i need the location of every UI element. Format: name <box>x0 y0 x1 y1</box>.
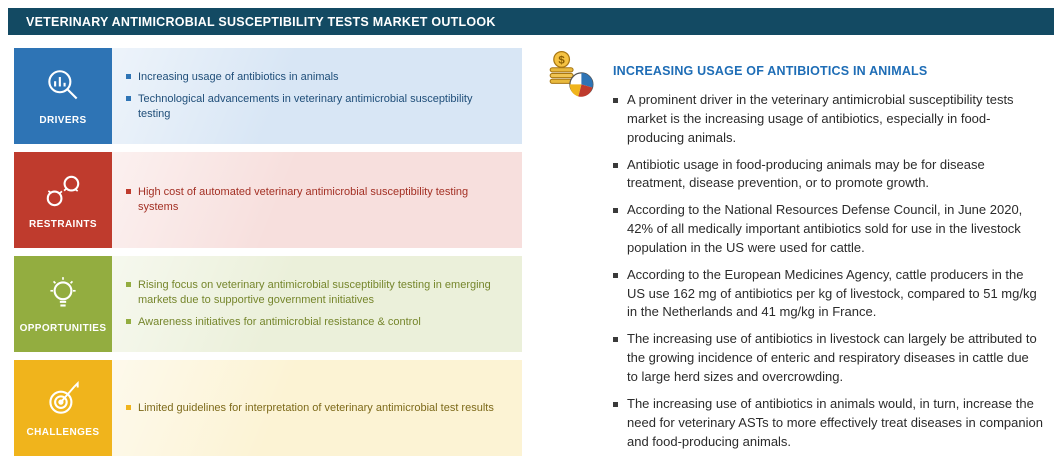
restraints-label: RESTRAINTS <box>29 219 97 230</box>
opportunities-panel: OPPORTUNITIES Rising focus on veterinary… <box>14 256 522 352</box>
detail-bullet: According to the European Medicines Agen… <box>613 266 1043 323</box>
challenges-panel: CHALLENGES Limited guidelines for interp… <box>14 360 522 456</box>
page-title: VETERINARY ANTIMICROBIAL SUSCEPTIBILITY … <box>26 14 496 29</box>
drivers-item-text: Increasing usage of antibiotics in anima… <box>138 71 339 84</box>
opportunities-item: Rising focus on veterinary antimicrobial… <box>126 278 506 308</box>
lightbulb-icon <box>42 274 84 316</box>
svg-text:$: $ <box>558 55 565 67</box>
challenges-label: CHALLENGES <box>26 427 100 438</box>
opportunities-item-text: Awareness initiatives for antimicrobial … <box>138 315 421 328</box>
restraints-panel: RESTRAINTS High cost of automated veteri… <box>14 152 522 248</box>
drivers-label: DRIVERS <box>39 115 87 126</box>
detail-bullet: The increasing use of antibiotics in ani… <box>613 395 1043 452</box>
detail-bullet-list: A prominent driver in the veterinary ant… <box>613 91 1043 451</box>
opportunities-label: OPPORTUNITIES <box>19 323 107 334</box>
challenges-label-block: CHALLENGES <box>14 360 112 456</box>
detail-bullet: The increasing use of antibiotics in liv… <box>613 330 1043 387</box>
opportunities-item: Awareness initiatives for antimicrobial … <box>126 315 506 330</box>
handcuffs-icon <box>42 170 84 212</box>
detail-bullet-text: Antibiotic usage in food-producing anima… <box>627 156 985 191</box>
drivers-label-block: DRIVERS <box>14 48 112 144</box>
detail-bullet: According to the National Resources Defe… <box>613 201 1043 258</box>
drivers-item: Technological advancements in veterinary… <box>126 92 506 122</box>
detail-bullet-text: The increasing use of antibiotics in liv… <box>627 331 1037 384</box>
detail-bullet-text: A prominent driver in the veterinary ant… <box>627 92 1014 145</box>
detail-bullet: A prominent driver in the veterinary ant… <box>613 91 1043 148</box>
challenges-content: Limited guidelines for interpretation of… <box>112 360 522 456</box>
detail-heading: INCREASING USAGE OF ANTIBIOTICS IN ANIMA… <box>613 64 928 78</box>
challenges-item-text: Limited guidelines for interpretation of… <box>138 401 494 414</box>
drivers-item-text: Technological advancements in veterinary… <box>138 93 473 120</box>
detail-bullet-text: The increasing use of antibiotics in ani… <box>627 395 1043 449</box>
drivers-content: Increasing usage of antibiotics in anima… <box>112 48 522 144</box>
restraints-label-block: RESTRAINTS <box>14 152 112 248</box>
detail-bullet: Antibiotic usage in food-producing anima… <box>613 156 1043 194</box>
drivers-item: Increasing usage of antibiotics in anima… <box>126 70 506 85</box>
detail-bullet-text: According to the European Medicines Agen… <box>627 266 1037 320</box>
restraints-item: High cost of automated veterinary antimi… <box>126 185 506 215</box>
restraints-content: High cost of automated veterinary antimi… <box>112 152 522 248</box>
market-outlook-panels: DRIVERS Increasing usage of antibiotics … <box>14 48 522 456</box>
detail-bullet-text: According to the National Resources Defe… <box>627 202 1023 255</box>
magnifier-chart-icon <box>42 66 84 108</box>
drivers-panel: DRIVERS Increasing usage of antibiotics … <box>14 48 522 144</box>
page-header-bar: VETERINARY ANTIMICROBIAL SUSCEPTIBILITY … <box>8 8 1054 35</box>
challenges-item: Limited guidelines for interpretation of… <box>126 401 506 416</box>
target-arrow-icon <box>42 378 84 420</box>
opportunities-item-text: Rising focus on veterinary antimicrobial… <box>138 279 491 307</box>
opportunities-label-block: OPPORTUNITIES <box>14 256 112 352</box>
antibiotics-money-pie-icon: $ <box>546 50 596 100</box>
restraints-item-text: High cost of automated veterinary antimi… <box>138 186 469 213</box>
opportunities-content: Rising focus on veterinary antimicrobial… <box>112 256 522 352</box>
